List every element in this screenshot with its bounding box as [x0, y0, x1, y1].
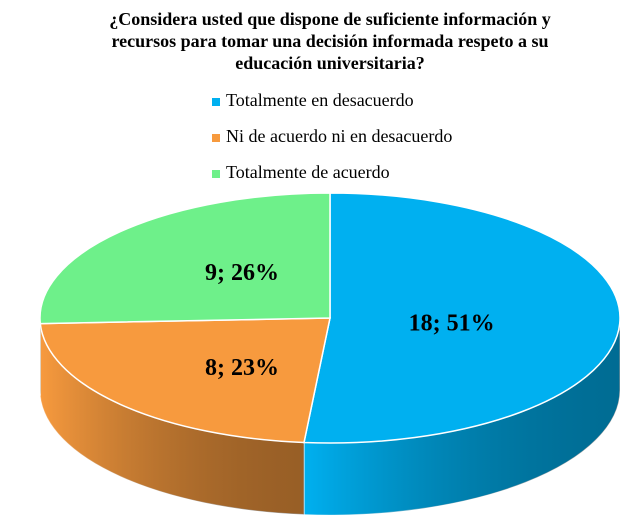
legend-label: Totalmente en desacuerdo [226, 90, 414, 110]
legend-label: Ni de acuerdo ni en desacuerdo [226, 126, 452, 146]
slice-side-shade [40, 323, 305, 515]
slice [39, 317, 331, 444]
slice [303, 192, 621, 444]
slice-side-shade [304, 318, 620, 515]
chart-title: ¿Considera usted que dispone de suficien… [109, 9, 551, 73]
legend-swatch [212, 134, 220, 142]
legend-swatch [212, 170, 220, 178]
data-label: 18; 51% [409, 311, 495, 337]
data-label: 9; 26% [205, 260, 279, 286]
slice [39, 192, 331, 325]
data-label: 8; 23% [205, 355, 279, 381]
legend-label: Totalmente de acuerdo [226, 162, 390, 182]
legend-swatch [212, 98, 220, 106]
